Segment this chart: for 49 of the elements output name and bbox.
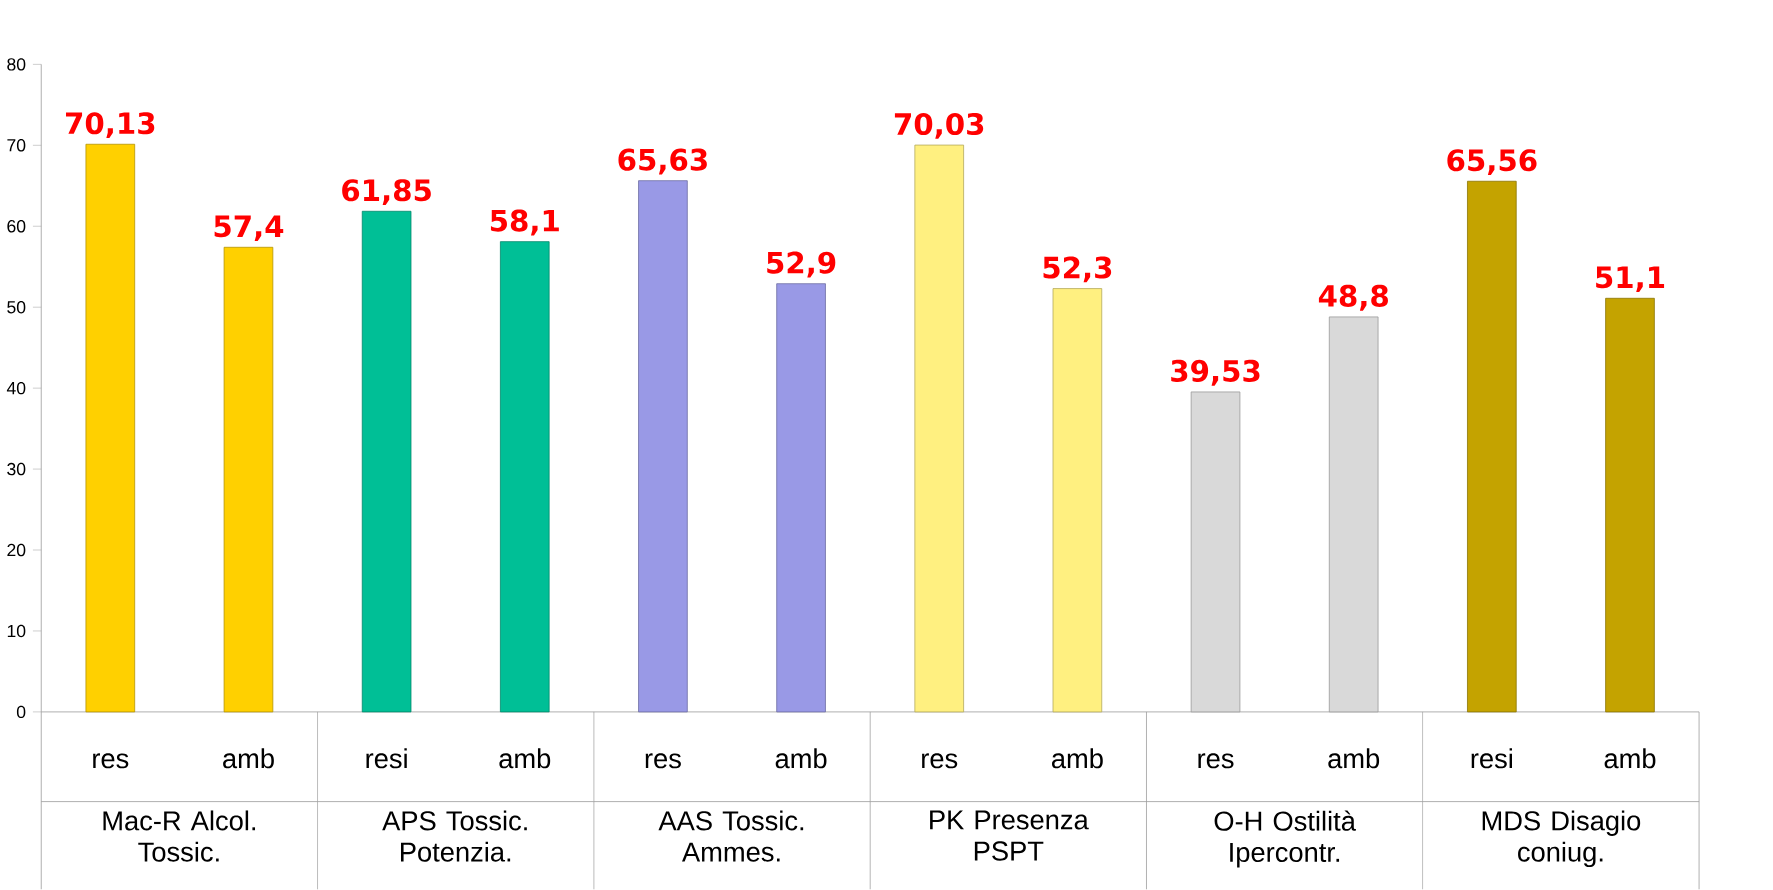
bar <box>85 143 136 713</box>
x-tick-label: amb <box>223 748 274 769</box>
data-label: 70,13 <box>66 112 155 139</box>
bar <box>638 180 688 713</box>
y-tick-label: 50 <box>7 301 26 314</box>
x-tick-label: amb <box>1604 748 1656 769</box>
text: PK Presenza PSPT <box>930 810 1089 861</box>
text: O-H Ostilità Ipercontr. <box>1214 810 1356 868</box>
x-tick-label: amb <box>499 748 551 769</box>
x-tick-label: resi <box>366 748 407 769</box>
x-tick-label: res <box>922 753 958 769</box>
bar <box>361 211 412 713</box>
y-tick-label: 10 <box>7 624 26 638</box>
x-tick-label: res <box>1198 753 1234 769</box>
data-label: 61,85 <box>342 179 431 206</box>
text: MDS Disagio coniug. <box>1482 810 1641 868</box>
data-label: 39,53 <box>1171 359 1260 386</box>
data-label: 52,9 <box>767 251 836 278</box>
y-tick-label: 0 <box>16 705 26 719</box>
y-tick-label: 60 <box>7 220 26 233</box>
y-tick-label: 70 <box>7 139 26 152</box>
bar <box>1605 298 1655 713</box>
y-tick-label: 30 <box>7 462 26 476</box>
data-label: 51,1 <box>1596 266 1665 293</box>
x-tick-label: amb <box>775 748 827 769</box>
data-label: 65,56 <box>1447 149 1537 176</box>
x-tick-label: res <box>645 753 681 769</box>
bar <box>1052 288 1103 713</box>
text: AAS Tossic. Ammes. <box>658 810 804 862</box>
x-tick-label: res <box>93 753 129 769</box>
x-tick-label: resi <box>1471 748 1512 769</box>
x-tick-label: amb <box>1051 748 1103 769</box>
data-label: 70,03 <box>894 113 984 139</box>
bar <box>500 241 550 713</box>
bar <box>914 144 964 713</box>
data-label: 57,4 <box>214 215 284 242</box>
text: APS Tossic. Potenzia. <box>382 810 527 862</box>
data-label: 65,63 <box>618 148 707 175</box>
data-label: 58,1 <box>490 209 559 236</box>
bar <box>1467 180 1517 713</box>
bar <box>223 247 274 713</box>
bar <box>776 283 826 713</box>
x-tick-label: amb <box>1328 748 1380 769</box>
y-tick-label: 40 <box>6 382 26 395</box>
data-label: 52,3 <box>1043 256 1112 283</box>
data-label: 48,8 <box>1318 284 1388 311</box>
text: Mac-R Alcol. Tossic. <box>103 810 256 862</box>
y-tick-label: 20 <box>7 543 26 557</box>
y-tick-label: 80 <box>7 58 26 71</box>
